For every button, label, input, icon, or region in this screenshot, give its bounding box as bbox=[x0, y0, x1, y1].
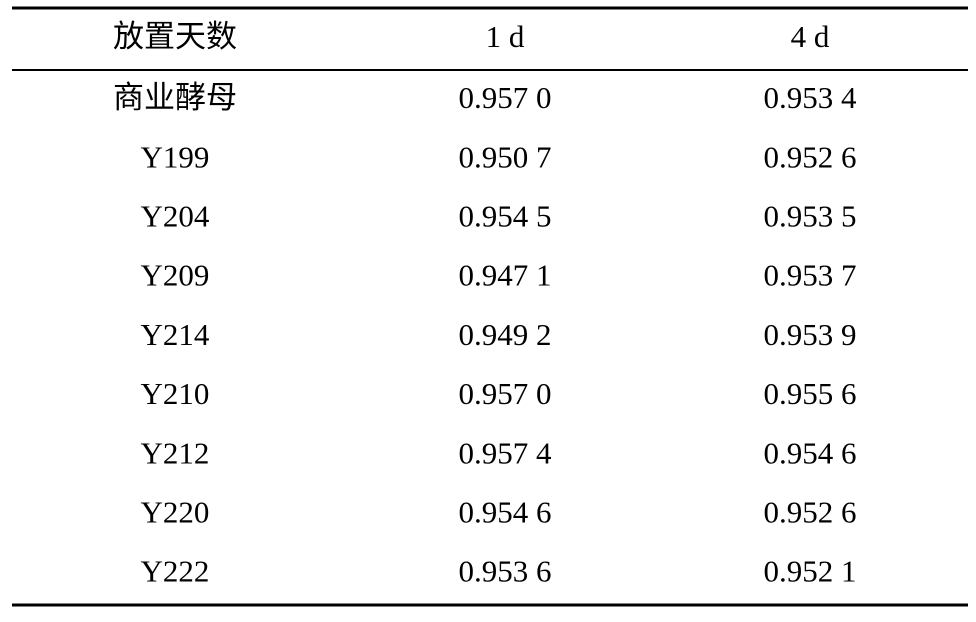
row-label: Y210 bbox=[141, 376, 210, 411]
row-label: Y199 bbox=[141, 139, 210, 174]
row-label: Y214 bbox=[141, 317, 210, 352]
header-cell: 1 d bbox=[486, 19, 525, 54]
header-cell: 4 d bbox=[791, 19, 830, 54]
cell: 0.953 7 bbox=[764, 258, 857, 293]
cell: 0.954 6 bbox=[459, 495, 552, 530]
cell: 0.950 7 bbox=[459, 139, 552, 174]
cell: 0.952 1 bbox=[764, 554, 857, 589]
cell: 0.957 0 bbox=[459, 80, 552, 115]
cell: 0.952 6 bbox=[764, 495, 857, 530]
row-label: Y222 bbox=[141, 554, 210, 589]
cell: 0.953 6 bbox=[459, 554, 552, 589]
cell: 0.953 5 bbox=[764, 199, 857, 234]
row-label: Y204 bbox=[141, 199, 210, 234]
cell: 0.954 5 bbox=[459, 199, 552, 234]
cell: 0.954 6 bbox=[764, 435, 857, 470]
cell: 0.957 4 bbox=[459, 435, 553, 470]
cell: 0.953 4 bbox=[764, 80, 858, 115]
cell: 0.949 2 bbox=[459, 317, 552, 352]
row-label: 商业酵母 bbox=[113, 80, 237, 115]
cell: 0.955 6 bbox=[764, 376, 857, 411]
cell: 0.953 9 bbox=[764, 317, 857, 352]
cell: 0.947 1 bbox=[459, 258, 552, 293]
header-cell: 放置天数 bbox=[113, 19, 237, 54]
row-label: Y212 bbox=[141, 435, 210, 470]
row-label: Y209 bbox=[141, 258, 210, 293]
row-label: Y220 bbox=[141, 495, 210, 530]
cell: 0.957 0 bbox=[459, 376, 552, 411]
cell: 0.952 6 bbox=[764, 139, 857, 174]
